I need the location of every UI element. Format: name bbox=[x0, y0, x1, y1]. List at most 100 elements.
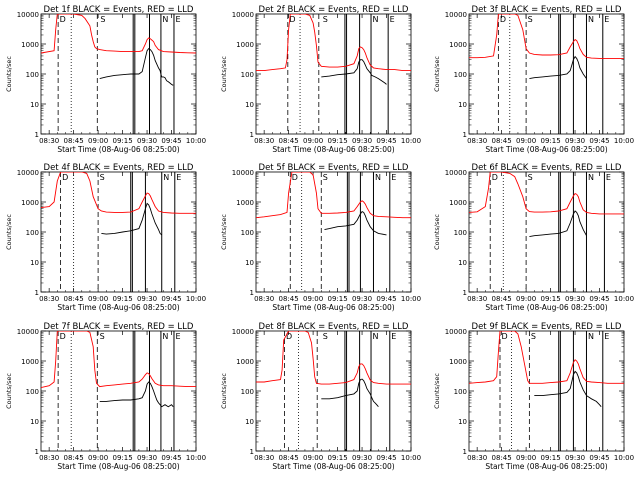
x-tick-label: 08:45 bbox=[492, 137, 512, 145]
y-axis-label: Counts/sec bbox=[5, 214, 13, 250]
marker-D: D bbox=[60, 15, 66, 24]
detector-panel-1: Det 1f BLACK = Events, RED = LLD 1 10 100 10… bbox=[5, 5, 206, 154]
detector-panel-3: Det 3f BLACK = Events, RED = LLD 1 10 100 10… bbox=[433, 5, 634, 154]
y-tick-label: 1000 bbox=[236, 199, 254, 207]
detector-panel-6: Det 6f BLACK = Events, RED = LLD 1 10 100 10… bbox=[433, 163, 634, 312]
plot-frame bbox=[468, 13, 625, 135]
y-axis-label: Counts/sec bbox=[220, 373, 228, 409]
x-tick-label: 08:30 bbox=[254, 454, 274, 462]
y-tick-label: 1 bbox=[250, 448, 254, 456]
plot-frame bbox=[468, 171, 625, 293]
marker-E: E bbox=[176, 173, 181, 182]
x-tick-label: 09:15 bbox=[327, 295, 347, 303]
plot-frame bbox=[40, 171, 197, 293]
y-tick-label: 1000 bbox=[21, 199, 39, 207]
x-tick-label: 09:30 bbox=[352, 137, 372, 145]
x-tick-label: 09:00 bbox=[303, 454, 323, 462]
y-tick-label: 1 bbox=[250, 131, 254, 139]
y-tick-label: 1 bbox=[463, 289, 467, 297]
x-tick-label: 08:30 bbox=[39, 454, 59, 462]
y-tick-label: 1000 bbox=[449, 358, 467, 366]
y-tick-label: 10000 bbox=[17, 328, 39, 336]
series-line-lld bbox=[469, 331, 624, 384]
y-axis-label: Counts/sec bbox=[433, 214, 441, 250]
x-tick-label: 08:30 bbox=[467, 454, 487, 462]
y-tick-label: 100 bbox=[241, 229, 254, 237]
marker-D: D bbox=[289, 15, 295, 24]
y-tick-label: 1 bbox=[463, 448, 467, 456]
x-tick-label: 08:45 bbox=[279, 295, 299, 303]
x-tick-label: 09:15 bbox=[540, 137, 560, 145]
marker-N: N bbox=[373, 15, 379, 24]
x-tick-label: 08:45 bbox=[279, 137, 299, 145]
x-tick-label: 09:45 bbox=[589, 137, 609, 145]
plot-frame bbox=[255, 330, 412, 452]
plot-frame bbox=[40, 13, 197, 135]
marker-N: N bbox=[162, 332, 168, 341]
marker-D: D bbox=[502, 332, 508, 341]
y-tick-label: 10 bbox=[30, 418, 39, 426]
marker-E: E bbox=[391, 173, 396, 182]
panel-title: Det 8f BLACK = Events, RED = LLD bbox=[259, 322, 409, 332]
x-tick-label: 09:30 bbox=[352, 295, 372, 303]
y-tick-label: 10000 bbox=[445, 11, 467, 19]
y-axis-label: Counts/sec bbox=[5, 56, 13, 92]
marker-D: D bbox=[500, 15, 506, 24]
x-tick-label: 10:00 bbox=[614, 295, 634, 303]
y-tick-label: 100 bbox=[26, 71, 39, 79]
marker-E: E bbox=[604, 15, 609, 24]
x-tick-label: 09:00 bbox=[516, 295, 536, 303]
y-tick-label: 1000 bbox=[21, 41, 39, 49]
plot-frame bbox=[255, 171, 412, 293]
x-tick-label: 08:45 bbox=[64, 137, 84, 145]
panel-title: Det 6f BLACK = Events, RED = LLD bbox=[472, 163, 622, 173]
series-line-lld bbox=[41, 172, 196, 214]
x-tick-label: 09:00 bbox=[516, 137, 536, 145]
marker-S: S bbox=[323, 15, 328, 24]
x-tick-label: 10:00 bbox=[614, 137, 634, 145]
detector-panel-2: Det 2f BLACK = Events, RED = LLD 1 10 100 10… bbox=[220, 5, 421, 154]
series-line-events bbox=[324, 211, 387, 236]
series-line-events bbox=[321, 59, 387, 85]
x-tick-label: 08:30 bbox=[39, 137, 59, 145]
series-line-lld bbox=[256, 331, 411, 385]
series-line-events bbox=[99, 48, 174, 86]
x-tick-label: 09:45 bbox=[589, 454, 609, 462]
marker-S: S bbox=[100, 173, 105, 182]
x-tick-label: 09:15 bbox=[540, 454, 560, 462]
x-tick-label: 09:30 bbox=[565, 137, 585, 145]
y-tick-label: 1000 bbox=[449, 41, 467, 49]
series-line-lld bbox=[41, 331, 196, 389]
series-line-events bbox=[321, 378, 379, 407]
y-tick-label: 1000 bbox=[21, 358, 39, 366]
series-line-events bbox=[529, 55, 587, 80]
detector-panel-8: Det 8f BLACK = Events, RED = LLD 1 10 100 10… bbox=[220, 322, 421, 471]
y-axis-label: Counts/sec bbox=[433, 373, 441, 409]
x-axis-label: Start Time (08-Aug-06 08:25:00) bbox=[272, 145, 394, 154]
series-line-events bbox=[99, 381, 174, 408]
x-tick-label: 09:15 bbox=[112, 137, 132, 145]
x-axis-label: Start Time (08-Aug-06 08:25:00) bbox=[57, 145, 179, 154]
detector-panel-9: Det 9f BLACK = Events, RED = LLD 1 10 100 10… bbox=[433, 322, 634, 471]
panel-title: Det 4f BLACK = Events, RED = LLD bbox=[44, 163, 194, 173]
x-tick-label: 09:30 bbox=[565, 454, 585, 462]
x-tick-label: 08:30 bbox=[39, 295, 59, 303]
x-tick-label: 08:45 bbox=[64, 295, 84, 303]
y-tick-label: 10 bbox=[30, 259, 39, 267]
y-tick-label: 10000 bbox=[232, 11, 254, 19]
x-tick-label: 09:45 bbox=[589, 295, 609, 303]
x-tick-label: 09:00 bbox=[88, 454, 108, 462]
x-tick-label: 09:30 bbox=[137, 454, 157, 462]
series-line-lld bbox=[256, 172, 411, 219]
marker-E: E bbox=[604, 332, 609, 341]
y-tick-label: 100 bbox=[26, 388, 39, 396]
marker-S: S bbox=[100, 332, 105, 341]
x-tick-label: 10:00 bbox=[186, 295, 206, 303]
panel-title: Det 9f BLACK = Events, RED = LLD bbox=[472, 322, 622, 332]
y-tick-label: 10000 bbox=[232, 169, 254, 177]
plot-frame bbox=[468, 330, 625, 452]
y-axis-label: Counts/sec bbox=[5, 373, 13, 409]
x-tick-label: 09:30 bbox=[137, 295, 157, 303]
marker-N: N bbox=[588, 332, 594, 341]
y-axis-label: Counts/sec bbox=[433, 56, 441, 92]
